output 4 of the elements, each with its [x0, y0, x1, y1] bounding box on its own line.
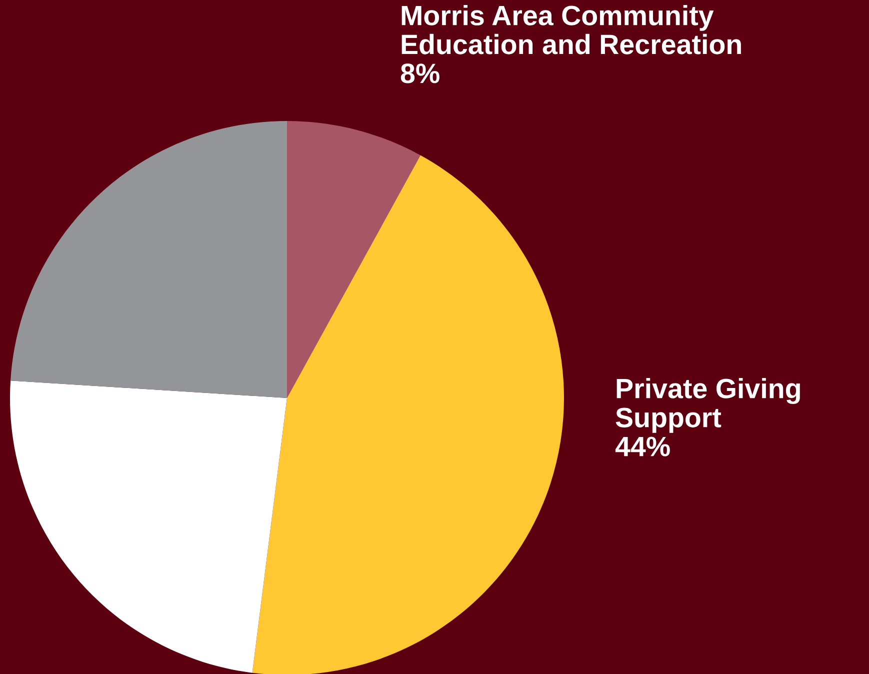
data-label: 44%: [615, 436, 670, 456]
data-label: 8%: [400, 64, 440, 84]
slice-label: Private Giving Support: [616, 378, 800, 433]
slice-label: Morris Area Community Education and Recreation: [402, 5, 741, 54]
